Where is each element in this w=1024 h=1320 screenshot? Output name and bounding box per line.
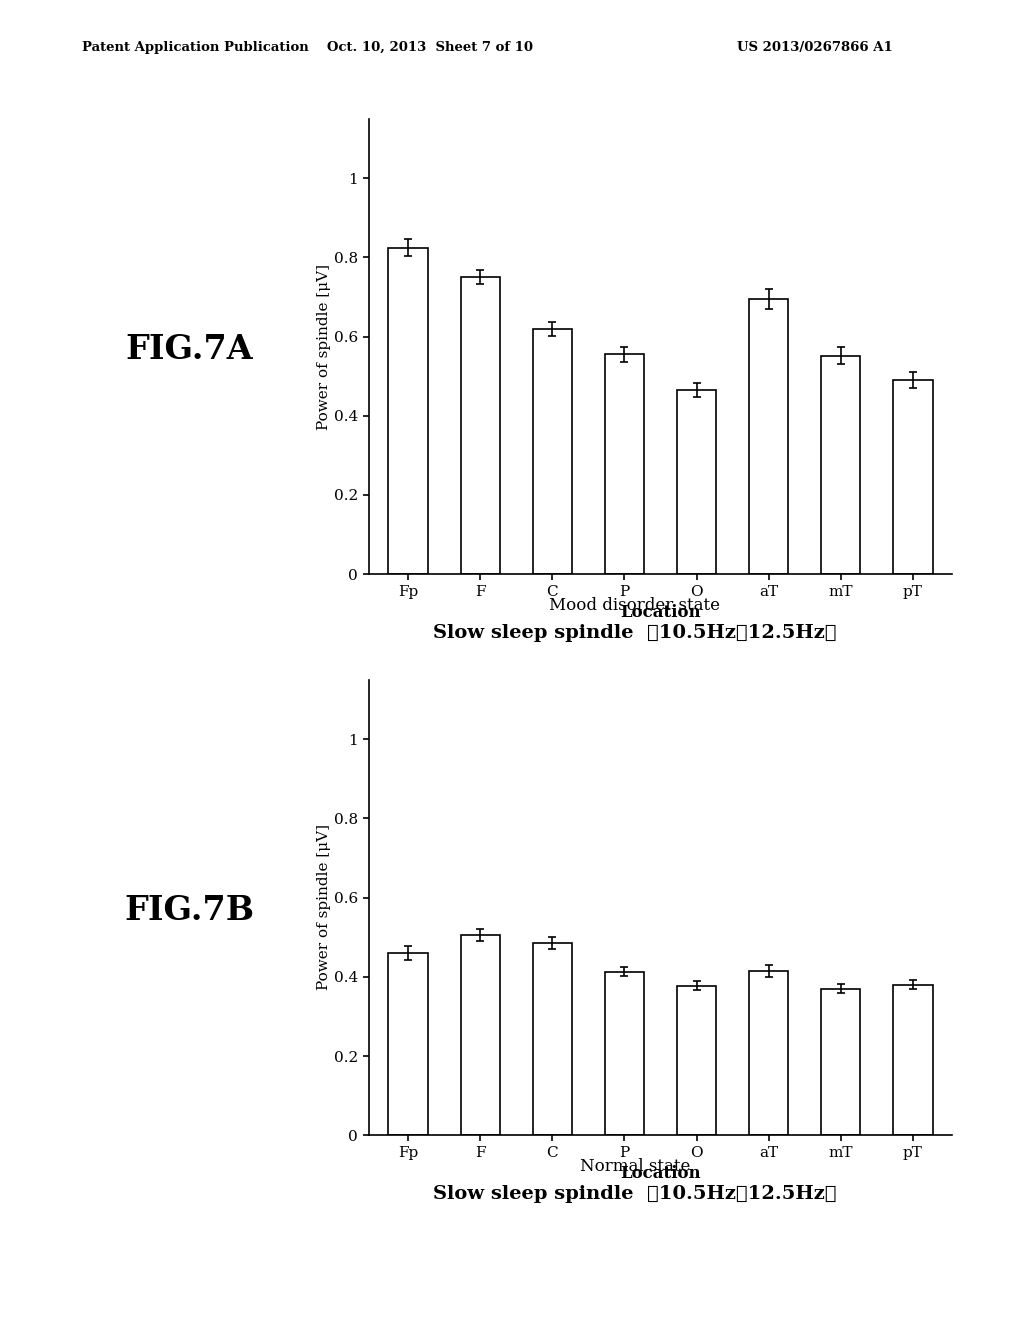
X-axis label: Location: Location	[621, 605, 700, 622]
Y-axis label: Power of spindle [μV]: Power of spindle [μV]	[317, 264, 331, 429]
Text: Normal state: Normal state	[580, 1158, 690, 1175]
Text: Oct. 10, 2013  Sheet 7 of 10: Oct. 10, 2013 Sheet 7 of 10	[327, 41, 534, 54]
Bar	[821, 989, 860, 1135]
Bar	[893, 380, 933, 574]
Bar	[749, 972, 788, 1135]
Bar	[388, 248, 428, 574]
Bar	[604, 972, 644, 1135]
Text: Mood disorder state: Mood disorder state	[550, 597, 720, 614]
Bar	[388, 953, 428, 1135]
X-axis label: Location: Location	[621, 1166, 700, 1183]
Bar	[461, 277, 500, 574]
Text: FIG.7A: FIG.7A	[126, 334, 253, 367]
Bar	[532, 942, 572, 1135]
Text: Patent Application Publication: Patent Application Publication	[82, 41, 308, 54]
Bar	[893, 985, 933, 1135]
Text: Slow sleep spindle  （10.5Hz～12.5Hz）: Slow sleep spindle （10.5Hz～12.5Hz）	[433, 1185, 837, 1204]
Bar	[749, 300, 788, 574]
Bar	[677, 986, 717, 1135]
Bar	[604, 355, 644, 574]
Bar	[461, 935, 500, 1135]
Bar	[821, 355, 860, 574]
Text: FIG.7B: FIG.7B	[124, 895, 255, 927]
Bar	[677, 391, 717, 574]
Text: Slow sleep spindle  （10.5Hz～12.5Hz）: Slow sleep spindle （10.5Hz～12.5Hz）	[433, 624, 837, 643]
Y-axis label: Power of spindle [μV]: Power of spindle [μV]	[317, 825, 331, 990]
Bar	[532, 329, 572, 574]
Text: US 2013/0267866 A1: US 2013/0267866 A1	[737, 41, 893, 54]
